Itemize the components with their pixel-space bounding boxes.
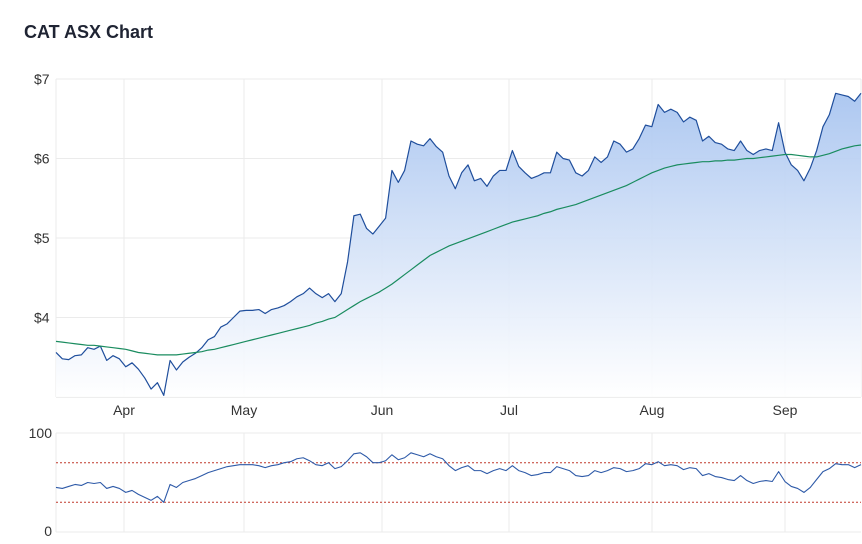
price-area <box>56 93 861 397</box>
x-tick-label: Jun <box>371 402 394 418</box>
x-tick-label: May <box>231 402 257 418</box>
y-tick-label: $4 <box>34 310 50 326</box>
x-tick-label: Apr <box>113 402 135 418</box>
osc-y-tick-label: 0 <box>44 523 52 539</box>
series-layer <box>55 92 862 503</box>
price-line <box>55 92 862 397</box>
y-tick-label: $7 <box>34 71 50 87</box>
y-tick-label: $5 <box>34 230 50 246</box>
moving-average-line <box>55 144 862 356</box>
x-tick-label: Jul <box>500 402 518 418</box>
chart-title: CAT ASX Chart <box>24 22 154 42</box>
axis-layer: $4 $5 $6 $7 Apr May Jun Jul Aug Sep 0 100 <box>29 71 798 539</box>
x-tick-label: Sep <box>773 402 798 418</box>
y-tick-label: $6 <box>34 151 50 167</box>
osc-y-tick-label: 100 <box>29 425 53 441</box>
oscillator-line <box>55 452 862 503</box>
x-tick-label: Aug <box>640 402 665 418</box>
